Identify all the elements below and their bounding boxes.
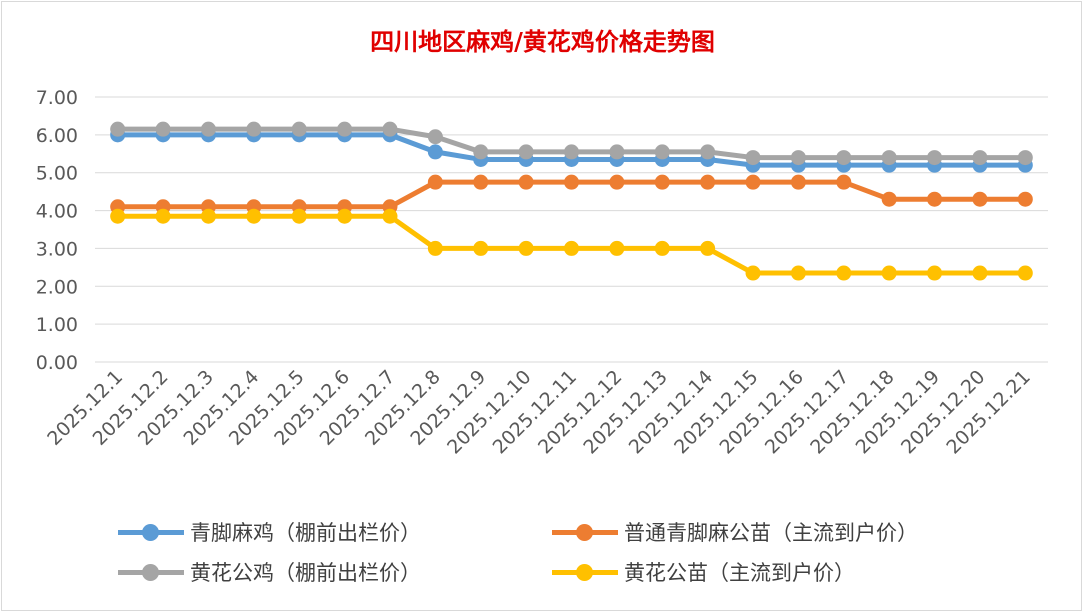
data-point-series-3 <box>790 265 806 281</box>
legend-marker <box>118 522 184 542</box>
data-point-series-2 <box>972 150 988 166</box>
data-point-series-1 <box>1017 191 1033 207</box>
data-point-series-2 <box>790 150 806 166</box>
data-point-series-1 <box>745 174 761 190</box>
data-point-series-1 <box>972 191 988 207</box>
data-point-series-0 <box>427 144 443 160</box>
data-point-series-1 <box>654 174 670 190</box>
data-point-series-3 <box>291 208 307 224</box>
y-tick-label: 2.00 <box>36 276 78 298</box>
data-point-series-3 <box>745 265 761 281</box>
data-point-series-3 <box>1017 265 1033 281</box>
data-point-series-2 <box>745 150 761 166</box>
legend-label: 黄花公鸡（棚前出栏价） <box>190 561 421 585</box>
data-point-series-3 <box>382 208 398 224</box>
data-point-series-1 <box>473 174 489 190</box>
legend-item-series-0: 青脚麻鸡（棚前出栏价） <box>118 517 421 547</box>
data-point-series-3 <box>972 265 988 281</box>
legend-item-series-3: 黄花公苗（主流到户价） <box>552 557 855 587</box>
data-point-series-3 <box>881 265 897 281</box>
data-point-series-2 <box>1017 150 1033 166</box>
legend-marker <box>552 522 618 542</box>
data-point-series-3 <box>564 240 579 256</box>
data-point-series-1 <box>700 174 716 190</box>
y-tick-label: 5.00 <box>36 163 78 185</box>
data-point-series-1 <box>427 174 443 190</box>
legend-marker <box>552 562 618 582</box>
data-point-series-2 <box>291 121 307 137</box>
data-point-series-2 <box>427 129 443 145</box>
data-point-series-3 <box>473 240 489 256</box>
data-point-series-1 <box>564 174 579 190</box>
data-point-series-3 <box>609 240 625 256</box>
y-tick-label: 6.00 <box>36 125 78 147</box>
data-point-series-2 <box>473 144 489 160</box>
data-point-series-2 <box>110 121 126 137</box>
chart-title: 四川地区麻鸡/黄花鸡价格走势图 <box>370 27 715 56</box>
y-tick-label: 0.00 <box>36 352 78 374</box>
y-tick-label: 4.00 <box>36 201 78 223</box>
data-point-series-3 <box>110 208 126 224</box>
data-point-series-3 <box>200 208 216 224</box>
y-tick-label: 7.00 <box>36 87 78 109</box>
legend-label: 青脚麻鸡（棚前出栏价） <box>190 521 421 545</box>
data-point-series-3 <box>337 208 353 224</box>
data-point-series-3 <box>927 265 943 281</box>
y-tick-label: 3.00 <box>36 238 78 260</box>
data-point-series-1 <box>927 191 943 207</box>
legend-item-series-1: 普通青脚麻公苗（主流到户价） <box>552 517 918 547</box>
data-point-series-2 <box>246 121 262 137</box>
data-point-series-2 <box>382 121 398 137</box>
data-point-series-3 <box>700 240 716 256</box>
data-point-series-1 <box>836 174 852 190</box>
data-point-series-3 <box>246 208 262 224</box>
data-point-series-2 <box>927 150 943 166</box>
data-point-series-3 <box>427 240 443 256</box>
data-point-series-2 <box>836 150 852 166</box>
data-point-series-2 <box>609 144 625 160</box>
data-point-series-2 <box>564 144 579 160</box>
y-tick-label: 1.00 <box>36 314 78 336</box>
legend-label: 黄花公苗（主流到户价） <box>624 561 855 585</box>
data-point-series-1 <box>881 191 897 207</box>
data-point-series-2 <box>654 144 670 160</box>
data-point-series-3 <box>836 265 852 281</box>
data-point-series-1 <box>790 174 806 190</box>
data-point-series-2 <box>518 144 534 160</box>
data-point-series-2 <box>881 150 897 166</box>
data-point-series-2 <box>200 121 216 137</box>
data-point-series-1 <box>518 174 534 190</box>
legend-label: 普通青脚麻公苗（主流到户价） <box>624 521 918 545</box>
legend-item-series-2: 黄花公鸡（棚前出栏价） <box>118 557 421 587</box>
data-point-series-3 <box>155 208 171 224</box>
data-point-series-3 <box>654 240 670 256</box>
data-point-series-2 <box>337 121 353 137</box>
data-point-series-1 <box>609 174 625 190</box>
data-point-series-2 <box>700 144 716 160</box>
data-point-series-3 <box>518 240 534 256</box>
legend-marker <box>118 562 184 582</box>
data-point-series-2 <box>155 121 171 137</box>
